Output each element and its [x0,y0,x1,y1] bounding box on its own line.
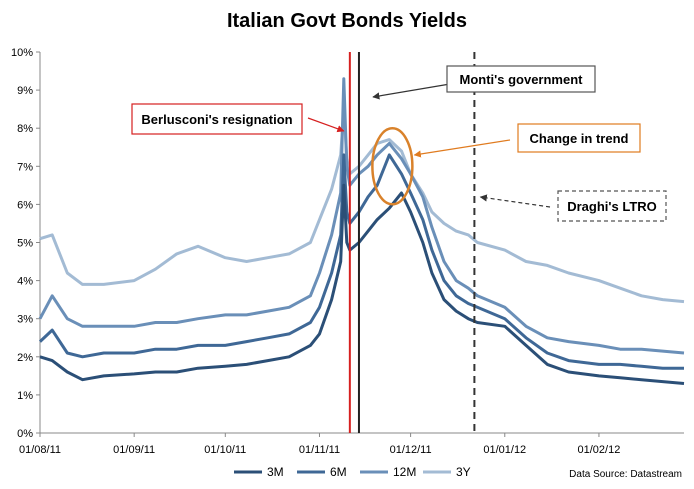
annotation-box [131,103,303,135]
annotation-label: Berlusconi's resignation [141,112,292,127]
trend-highlight-ellipse [371,127,414,206]
legend-label-3m: 3M [267,465,284,479]
annotation-label: Change in trend [530,131,629,146]
legend-label-6m: 6M [330,465,347,479]
x-tick-label: 01/01/12 [483,444,526,456]
y-tick-label: 7% [17,161,33,173]
annotation-arrow [307,117,345,133]
annotation-3: Draghi's LTRO [479,190,667,222]
annotation-arrow [413,139,511,158]
chart-title: Italian Govt Bonds Yields [226,10,468,32]
data-source-note: Data Source: Datastream [569,469,682,480]
annotation-box [446,65,596,93]
annotation-1: Berlusconi's resignation [131,103,345,135]
y-tick-label: 1% [17,390,33,402]
x-tick-label: 01/10/11 [204,444,246,456]
y-tick-label: 0% [17,428,33,440]
annotation-0: Monti's government [372,65,596,100]
x-tick-label: 01/08/11 [19,444,61,456]
legend-label-12m: 12M [393,465,416,479]
y-tick-label: 9% [17,85,33,97]
x-tick-label: 01/09/11 [113,444,155,456]
legend-label-3y: 3Y [456,465,471,479]
y-tick-label: 10% [11,47,33,59]
annotation-layer: Monti's government Berlusconi's resignati… [131,65,667,222]
annotation-box [557,190,667,222]
vline-layer [348,52,476,433]
y-tick-label: 2% [17,352,33,364]
x-tick-label: 01/11/11 [299,444,340,456]
y-tick-label: 5% [17,238,33,250]
y-tick-label: 8% [17,123,33,135]
x-tick-label: 01/12/11 [390,444,432,456]
legend: 3M 6M 12M 3Y [234,465,471,479]
annotation-arrow [372,83,451,100]
annotation-2: Change in trend [413,123,641,158]
y-tick-label: 3% [17,314,33,326]
annotation-arrow [479,194,551,208]
annotation-label: Draghi's LTRO [567,199,657,214]
y-tick-label: 6% [17,199,33,211]
y-tick-label: 4% [17,276,33,288]
series-line-6m [38,153,684,370]
annotation-label: Monti's government [460,72,584,87]
annotation-box [517,123,641,153]
axes: 0% 1% 2% 3% 4% 5% 6% 7% 8% 9% 10% 01/08/11 01/09/11 0… [11,47,684,456]
x-tick-label: 01/02/12 [578,444,621,456]
